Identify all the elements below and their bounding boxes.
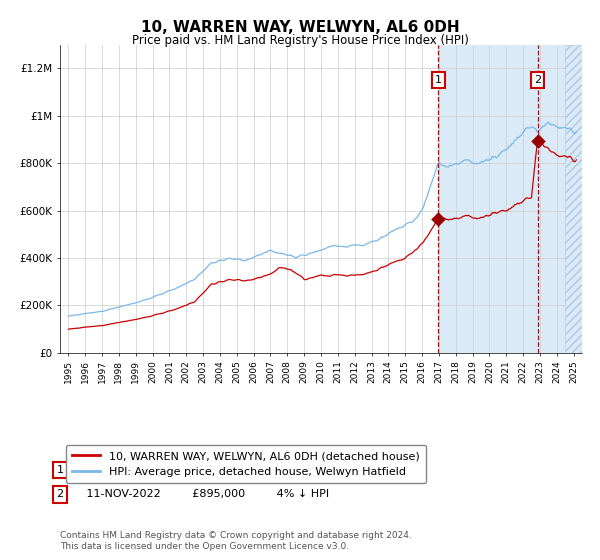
Point — [533, 136, 542, 145]
Text: 11-NOV-2022         £895,000         4% ↓ HPI: 11-NOV-2022 £895,000 4% ↓ HPI — [76, 489, 329, 500]
Text: 22-DEC-2016         £565,000         29% ↓ HPI: 22-DEC-2016 £565,000 29% ↓ HPI — [76, 465, 335, 475]
Text: 1: 1 — [56, 465, 64, 475]
Text: 1: 1 — [435, 76, 442, 85]
Point — [434, 214, 443, 223]
Bar — [439, 45, 582, 353]
Text: 10, WARREN WAY, WELWYN, AL6 0DH: 10, WARREN WAY, WELWYN, AL6 0DH — [140, 20, 460, 35]
Text: Contains HM Land Registry data © Crown copyright and database right 2024.
This d: Contains HM Land Registry data © Crown c… — [60, 531, 412, 551]
Legend: 10, WARREN WAY, WELWYN, AL6 0DH (detached house), HPI: Average price, detached h: 10, WARREN WAY, WELWYN, AL6 0DH (detache… — [65, 445, 427, 483]
Text: Price paid vs. HM Land Registry's House Price Index (HPI): Price paid vs. HM Land Registry's House … — [131, 34, 469, 46]
Text: 2: 2 — [56, 489, 64, 500]
Bar — [565, 45, 582, 353]
Text: 2: 2 — [534, 76, 541, 85]
